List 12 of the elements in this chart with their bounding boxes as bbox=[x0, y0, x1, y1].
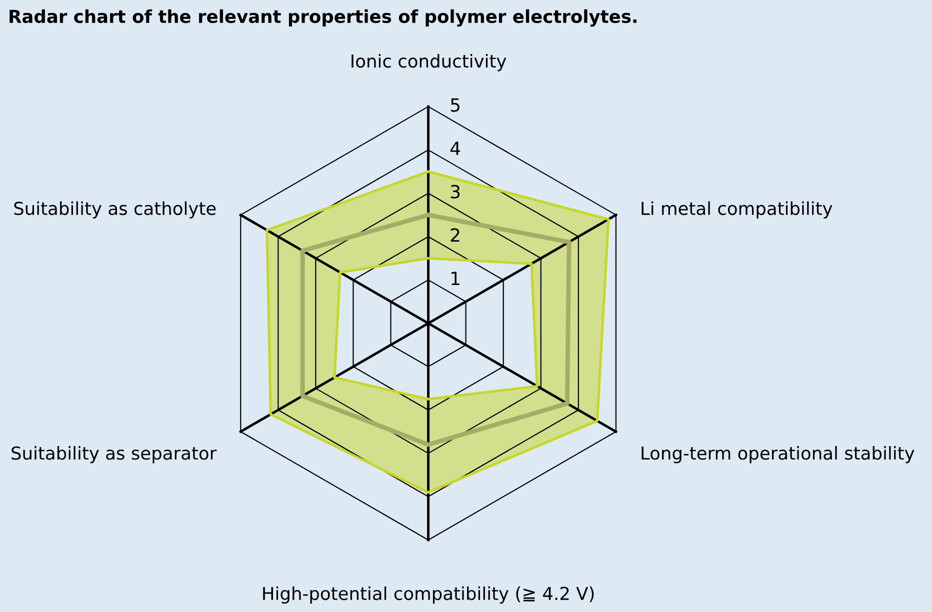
chart-title: Radar chart of the relevant properties of polymer electrolytes. bbox=[10, 9, 636, 27]
y-tick-label: 1 bbox=[452, 272, 460, 285]
spoke-label: Ionic conductivity bbox=[352, 54, 506, 72]
y-tick-label: 4 bbox=[450, 142, 460, 155]
spoke-label: Suitability as separator bbox=[12, 446, 217, 464]
y-tick-label: 5 bbox=[450, 98, 460, 112]
spoke-label: High-potential compatibility (≧ 4.2 V) bbox=[263, 586, 594, 604]
y-tick-label: 2 bbox=[450, 228, 460, 242]
spoke-label: Suitability as catholyte bbox=[14, 201, 216, 219]
spoke-label: Li metal compatibility bbox=[642, 201, 832, 219]
y-tick-label: 3 bbox=[450, 184, 460, 199]
spoke-label: Long-term operational stability bbox=[642, 446, 914, 464]
